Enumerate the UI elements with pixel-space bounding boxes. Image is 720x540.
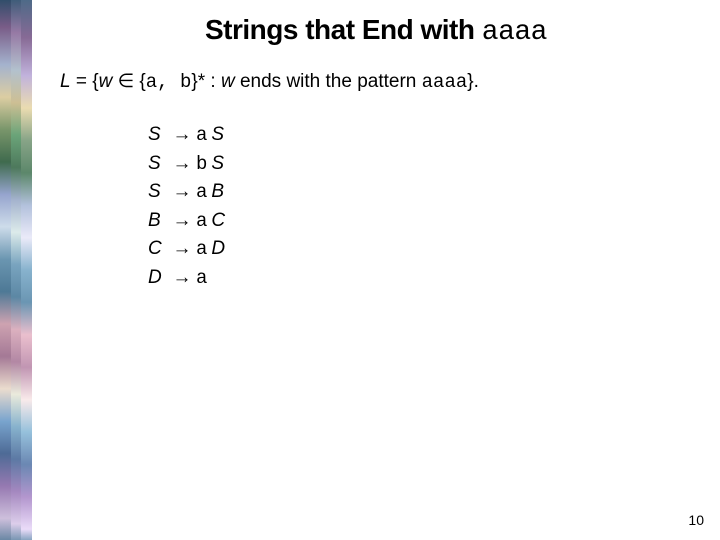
language-definition: L = {w ∈ {a, b}* : w ends with the patte… <box>60 70 696 93</box>
slide-content: Strings that End with aaaa L = {w ∈ {a, … <box>32 0 720 540</box>
rule-rhs-terminal: a <box>196 236 207 264</box>
rule-lhs: S <box>148 150 168 178</box>
title-text: Strings that End with <box>205 14 482 45</box>
rule-arrow: → <box>168 178 196 206</box>
grammar-rule: S→aS <box>148 121 696 150</box>
rule-lhs: D <box>148 264 168 292</box>
page-number: 10 <box>688 512 704 528</box>
decorative-stripe <box>11 0 22 540</box>
defn-in: ∈ { <box>112 71 145 92</box>
rule-rhs-nonterminal: B <box>211 178 224 206</box>
rule-arrow: → <box>168 121 196 149</box>
rule-lhs: C <box>148 235 168 263</box>
rule-lhs: S <box>148 121 168 149</box>
defn-star: }* : <box>191 71 221 92</box>
decorative-stripe <box>21 0 32 540</box>
rule-arrow: → <box>168 235 196 263</box>
grammar-rule: S→aB <box>148 178 696 207</box>
rule-rhs-terminal: b <box>196 151 207 179</box>
slide-title: Strings that End with aaaa <box>56 14 696 48</box>
rule-rhs-terminal: a <box>196 179 207 207</box>
defn-alphabet: a, b <box>146 71 192 93</box>
defn-mid: ends with the pattern <box>235 71 422 92</box>
defn-eq: = { <box>71 71 99 92</box>
rule-rhs-terminal: a <box>196 122 207 150</box>
decorative-sidebar <box>0 0 32 540</box>
rule-arrow: → <box>168 207 196 235</box>
rule-lhs: B <box>148 207 168 235</box>
grammar-rule: C→aD <box>148 235 696 264</box>
rule-rhs-nonterminal: D <box>211 235 225 263</box>
grammar-rule: D→a <box>148 264 696 293</box>
title-code: aaaa <box>482 17 547 48</box>
rule-rhs-terminal: a <box>196 208 207 236</box>
rule-rhs-nonterminal: S <box>211 150 224 178</box>
grammar-rule: B→aC <box>148 207 696 236</box>
grammar-rule: S→bS <box>148 150 696 179</box>
decorative-stripe <box>0 0 11 540</box>
defn-close: }. <box>467 71 479 92</box>
defn-pattern: aaaa <box>422 71 468 93</box>
rule-arrow: → <box>168 150 196 178</box>
rule-rhs-nonterminal: S <box>211 121 224 149</box>
rule-arrow: → <box>168 264 196 292</box>
rule-rhs-terminal: a <box>196 265 207 293</box>
grammar-rules: S→aS S→bS S→aB B→aC C→aD D→a <box>148 121 696 292</box>
defn-w1: w <box>99 71 113 92</box>
defn-w2: w <box>221 71 235 92</box>
rule-lhs: S <box>148 178 168 206</box>
rule-rhs-nonterminal: C <box>211 207 225 235</box>
defn-L: L <box>60 71 71 92</box>
